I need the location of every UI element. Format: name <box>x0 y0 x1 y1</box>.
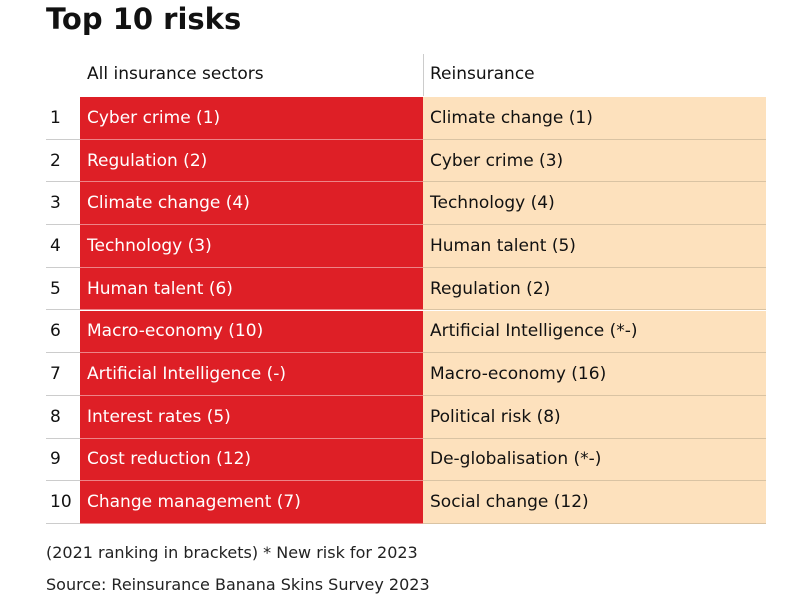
reinsurance-risk-cell: Cyber crime (3) <box>423 139 766 183</box>
column-header: Reinsurance <box>430 64 535 84</box>
rank-cell: 4 <box>46 225 80 268</box>
sector-risk-cell: Artificial Intelligence (-) <box>80 353 423 396</box>
reinsurance-risk-cell: Macro-economy (16) <box>423 353 766 396</box>
reinsurance-risk-cell: De-globalisation (*-) <box>423 438 766 482</box>
reinsurance-risk-cell: Human talent (5) <box>423 225 766 268</box>
sector-risk-cell: Regulation (2) <box>80 139 423 183</box>
sector-risk-cell: Cyber crime (1) <box>80 97 423 140</box>
source: Source: Reinsurance Banana Skins Survey … <box>46 575 430 594</box>
rank-cell: 7 <box>46 353 80 396</box>
rank-cell: 9 <box>46 438 80 482</box>
rank-cell: 3 <box>46 182 80 226</box>
sector-risk-cell: Human talent (6) <box>80 267 423 311</box>
title: Top 10 risks <box>46 2 242 36</box>
sector-risk-cell: Cost reduction (12) <box>80 438 423 482</box>
column-header: All insurance sectors <box>87 64 264 84</box>
reinsurance-risk-cell: Artificial Intelligence (*-) <box>423 310 766 354</box>
footnote: (2021 ranking in brackets) * New risk fo… <box>46 543 418 562</box>
rank-cell: 5 <box>46 267 80 311</box>
rank-cell: 10 <box>46 481 80 524</box>
reinsurance-risk-cell: Social change (12) <box>423 481 766 524</box>
reinsurance-risk-cell: Political risk (8) <box>423 395 766 439</box>
sector-risk-cell: Climate change (4) <box>80 182 423 226</box>
reinsurance-risk-cell: Climate change (1) <box>423 97 766 140</box>
header-divider <box>423 54 424 96</box>
rank-cell: 2 <box>46 139 80 183</box>
rank-cell: 8 <box>46 395 80 439</box>
reinsurance-risk-cell: Regulation (2) <box>423 267 766 311</box>
sector-risk-cell: Interest rates (5) <box>80 395 423 439</box>
sector-risk-cell: Macro-economy (10) <box>80 310 423 354</box>
sector-risk-cell: Change management (7) <box>80 481 423 524</box>
rank-cell: 6 <box>46 310 80 354</box>
rank-cell: 1 <box>46 97 80 140</box>
reinsurance-risk-cell: Technology (4) <box>423 182 766 226</box>
sector-risk-cell: Technology (3) <box>80 225 423 268</box>
